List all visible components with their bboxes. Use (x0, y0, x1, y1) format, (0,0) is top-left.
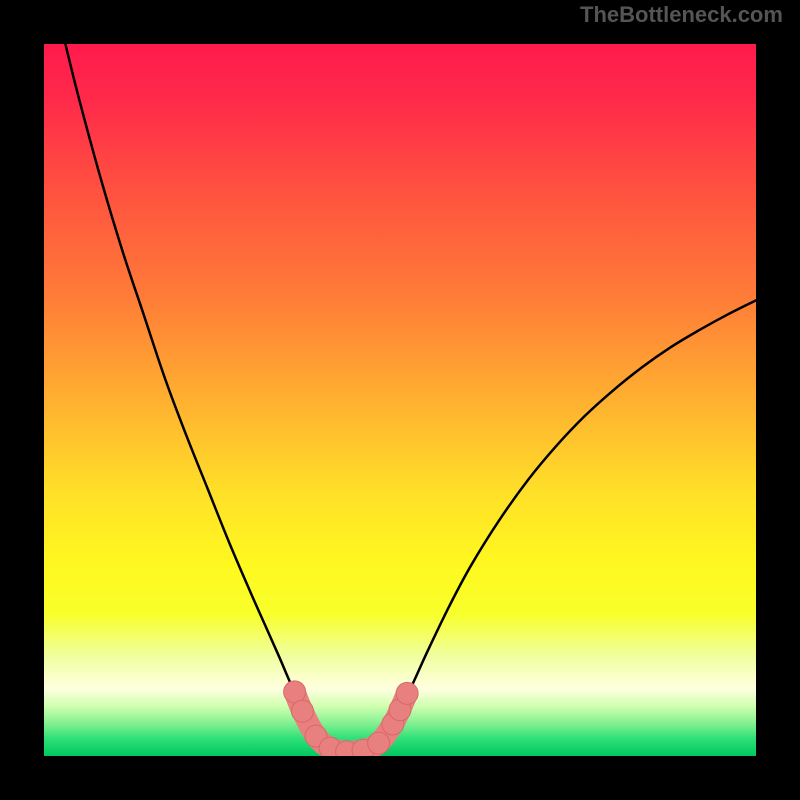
chart-frame (22, 22, 778, 778)
watermark-text: TheBottleneck.com (580, 2, 783, 28)
stage: TheBottleneck.com (0, 0, 800, 800)
